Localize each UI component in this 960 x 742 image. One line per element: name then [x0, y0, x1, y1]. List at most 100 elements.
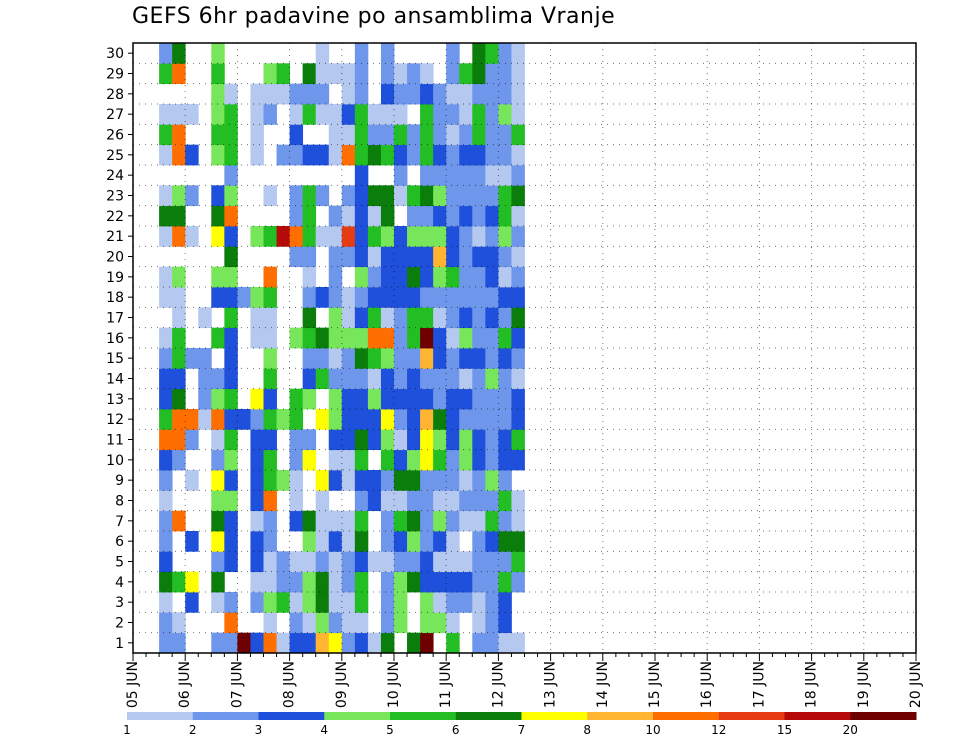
heatmap-cell: [354, 531, 369, 552]
heatmap-cell: [459, 510, 473, 532]
legend-label: 2: [189, 723, 197, 737]
heatmap-cell: [380, 226, 395, 247]
heatmap-cell: [302, 287, 317, 308]
heatmap-cell: [446, 531, 460, 552]
heatmap-cell: [328, 327, 343, 349]
heatmap-cell: [485, 226, 499, 247]
y-tick-label: 27: [106, 107, 124, 123]
heatmap-cell: [498, 409, 512, 430]
heatmap-cell: [472, 409, 486, 430]
heatmap-cell: [211, 470, 225, 491]
heatmap-cell: [394, 104, 408, 125]
heatmap-cell: [367, 246, 382, 268]
heatmap-cell: [250, 470, 264, 491]
heatmap-cell: [263, 470, 277, 491]
heatmap-cell: [472, 449, 486, 471]
heatmap-cell: [211, 449, 225, 471]
heatmap-cell: [367, 490, 382, 512]
heatmap-cell: [472, 368, 486, 390]
heatmap-cell: [380, 205, 395, 227]
heatmap-cell: [341, 144, 356, 166]
heatmap-cell: [511, 205, 525, 227]
heatmap-cell: [250, 429, 264, 451]
y-tick-label: 15: [106, 351, 124, 367]
heatmap-cell: [446, 165, 460, 186]
heatmap-cell: [211, 388, 225, 410]
heatmap-cell: [172, 368, 186, 390]
y-tick-label: 8: [115, 494, 124, 510]
heatmap-cell: [289, 83, 304, 105]
heatmap-cell: [289, 104, 304, 125]
heatmap-cell: [407, 470, 421, 491]
heatmap-cell: [485, 185, 499, 207]
x-tick-label: 15 JUN: [647, 661, 663, 708]
heatmap-cell: [498, 205, 512, 227]
heatmap-cell: [328, 612, 343, 634]
heatmap-cell: [354, 83, 369, 105]
heatmap-cell: [211, 409, 225, 430]
heatmap-cell: [302, 632, 317, 654]
y-tick-label: 11: [106, 433, 124, 449]
heatmap-cell: [407, 185, 421, 207]
heatmap-cell: [420, 368, 434, 390]
heatmap-cell: [354, 63, 369, 85]
heatmap-cell: [380, 83, 395, 105]
y-tick-label: 30: [106, 46, 124, 62]
heatmap-cell: [328, 470, 343, 491]
heatmap-cell: [394, 124, 408, 146]
heatmap-cell: [420, 185, 434, 207]
heatmap-cell: [446, 63, 460, 85]
heatmap-cell: [224, 246, 238, 268]
heatmap-cell: [341, 185, 356, 207]
heatmap-cell: [302, 83, 317, 105]
heatmap-cell: [511, 307, 525, 329]
heatmap-cell: [407, 287, 421, 308]
heatmap-cell: [250, 449, 264, 471]
heatmap-cell: [367, 104, 382, 125]
heatmap-cell: [224, 348, 238, 369]
y-tick-label: 9: [115, 473, 124, 489]
heatmap-cell: [472, 348, 486, 369]
heatmap-cell: [498, 327, 512, 349]
heatmap-cell: [394, 470, 408, 491]
heatmap-cell: [498, 124, 512, 146]
heatmap-cell: [328, 63, 343, 85]
heatmap-cell: [407, 571, 421, 593]
heatmap-cell: [394, 612, 408, 634]
heatmap-cell: [263, 185, 277, 207]
heatmap-cell: [446, 409, 460, 430]
heatmap-cell: [511, 185, 525, 207]
heatmap-cell: [224, 449, 238, 471]
y-tick-label: 18: [106, 290, 124, 306]
heatmap-cell: [341, 409, 356, 430]
heatmap-cell: [459, 124, 473, 146]
heatmap-cell: [420, 63, 434, 85]
heatmap-cell: [159, 592, 173, 613]
heatmap-cell: [394, 449, 408, 471]
heatmap-cell: [172, 571, 186, 593]
heatmap-cell: [250, 226, 264, 247]
heatmap-cell: [263, 348, 277, 369]
heatmap-cell: [315, 510, 330, 532]
heatmap-cell: [198, 307, 212, 329]
heatmap-cell: [407, 429, 421, 451]
heatmap-cell: [485, 124, 499, 146]
heatmap-cell: [433, 246, 447, 268]
legend-swatch: [324, 712, 391, 720]
heatmap-cell: [237, 287, 251, 308]
heatmap-cell: [407, 144, 421, 166]
heatmap-cell: [433, 388, 447, 410]
heatmap-cell: [380, 632, 395, 654]
heatmap-cell: [250, 104, 264, 125]
heatmap-cell: [394, 571, 408, 593]
heatmap-cell: [394, 551, 408, 573]
heatmap-cell: [367, 287, 382, 308]
heatmap-cell: [172, 388, 186, 410]
heatmap-cell: [446, 571, 460, 593]
heatmap-cell: [224, 144, 238, 166]
y-tick-label: 13: [106, 392, 124, 408]
heatmap-cell: [302, 63, 317, 85]
heatmap-cell: [472, 632, 486, 654]
heatmap-cell: [407, 124, 421, 146]
heatmap-cell: [172, 307, 186, 329]
